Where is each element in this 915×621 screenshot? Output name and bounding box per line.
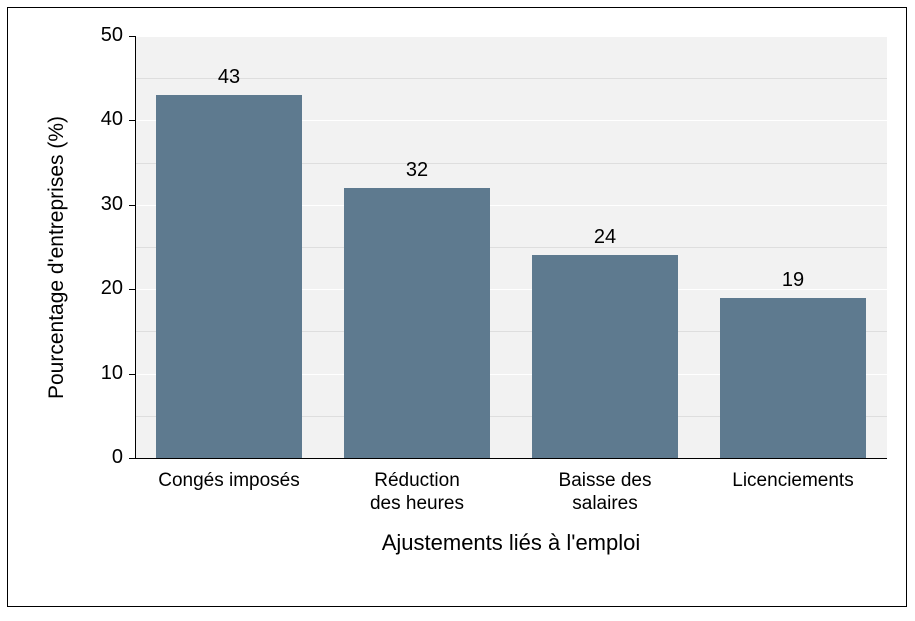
y-axis-line (135, 36, 136, 458)
y-tick-mark (129, 120, 135, 121)
bar (156, 95, 303, 458)
y-tick-mark (129, 205, 135, 206)
y-tick-label: 20 (85, 277, 123, 300)
plot-area: 43 32 24 19 (135, 36, 887, 458)
x-category-label: Baisse dessalaires (511, 470, 699, 516)
y-tick-mark (129, 458, 135, 459)
x-axis-line (135, 458, 887, 459)
bar (532, 255, 679, 458)
y-tick-label: 10 (85, 362, 123, 385)
y-tick-label: 0 (85, 446, 123, 469)
x-category-label: Réductiondes heures (323, 470, 511, 516)
bar-value-label: 32 (344, 159, 491, 182)
y-tick-label: 40 (85, 108, 123, 131)
y-axis-title: Pourcentage d'entreprises (%) (45, 116, 69, 399)
bar (344, 188, 491, 458)
bar-value-label: 19 (720, 269, 867, 292)
bar (720, 298, 867, 458)
bar-value-label: 24 (532, 226, 679, 249)
y-tick-label: 30 (85, 193, 123, 216)
y-tick-mark (129, 374, 135, 375)
x-axis-title: Ajustements liés à l'emploi (135, 530, 887, 556)
y-tick-label: 50 (85, 24, 123, 47)
gridline-major (135, 36, 887, 37)
y-tick-mark (129, 36, 135, 37)
x-category-label: Licenciements (699, 470, 887, 493)
x-category-label: Congés imposés (135, 470, 323, 493)
bar-value-label: 43 (156, 66, 303, 89)
y-tick-mark (129, 289, 135, 290)
